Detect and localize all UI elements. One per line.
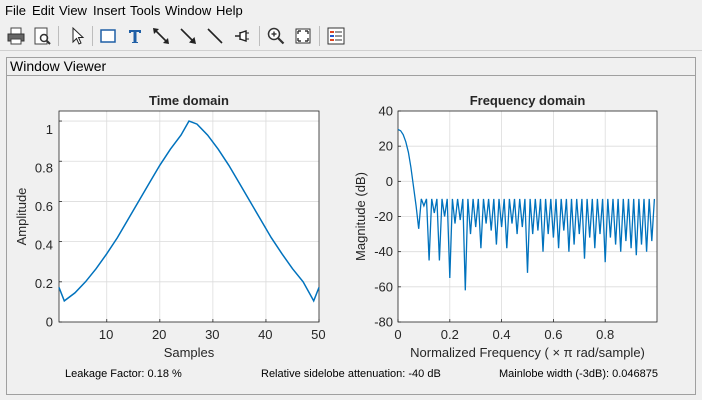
select-pointer-icon[interactable] <box>66 25 88 47</box>
double-arrow-icon[interactable] <box>150 25 172 47</box>
freq-xtick-label: 0.8 <box>596 327 614 342</box>
rectangle-icon[interactable] <box>97 25 119 47</box>
time-ytick-label: 1 <box>46 122 53 137</box>
time-domain-axes[interactable]: 10 20 30 40 50 0 0.2 0.4 0.6 0.8 1 Time … <box>14 93 326 360</box>
panel-title: Window Viewer <box>10 58 107 74</box>
panel-header: Window Viewer <box>7 58 695 76</box>
time-ylabel: Amplitude <box>14 188 29 246</box>
time-xtick-label: 40 <box>258 327 272 342</box>
menu-window[interactable]: Window <box>165 3 212 18</box>
freq-plot-title: Frequency domain <box>470 93 586 108</box>
leakage-factor-text: Leakage Factor: 0.18 % <box>65 368 182 380</box>
time-xtick-label: 50 <box>311 327 325 342</box>
mainlobe-width-text: Mainlobe width (-3dB): 0.046875 <box>499 368 658 380</box>
time-xlabel: Samples <box>164 345 215 360</box>
freq-xtick-label: 0.4 <box>493 327 511 342</box>
freq-xtick-label: 0.2 <box>441 327 459 342</box>
freq-series-line <box>397 128 656 291</box>
time-plot-title: Time domain <box>149 93 229 108</box>
freq-xtick-label: 0.6 <box>544 327 562 342</box>
frequency-domain-axes[interactable]: 0 0.2 0.4 0.6 0.8 40 20 0 -20 -40 -60 -8… <box>353 93 658 360</box>
time-xtick-label: 30 <box>205 327 219 342</box>
legend-icon[interactable] <box>325 25 347 47</box>
menu-file[interactable]: File <box>5 3 26 18</box>
freq-xlabel: Normalized Frequency ( × π rad/sample) <box>410 345 645 360</box>
toolbar-separator <box>92 26 93 46</box>
time-ytick-label: 0.2 <box>35 276 53 291</box>
time-xtick-label: 10 <box>99 327 113 342</box>
print-preview-icon[interactable] <box>31 25 53 47</box>
menu-insert[interactable]: Insert <box>93 3 126 18</box>
text-icon[interactable] <box>124 25 146 47</box>
toolbar-separator <box>259 26 260 46</box>
pin-icon[interactable] <box>231 25 253 47</box>
toolbar-separator <box>58 26 59 46</box>
toolbar <box>0 22 702 51</box>
time-ytick-label: 0.8 <box>35 161 53 176</box>
freq-ytick-label: -20 <box>374 209 393 224</box>
time-ytick-label: 0.4 <box>35 238 53 253</box>
time-axes-box <box>58 110 320 323</box>
time-ytick-label: 0.6 <box>35 199 53 214</box>
time-xtick-label: 20 <box>152 327 166 342</box>
fit-view-icon[interactable] <box>292 25 314 47</box>
freq-ylabel: Magnitude (dB) <box>353 172 368 261</box>
menu-edit[interactable]: Edit <box>32 3 55 18</box>
arrow-icon[interactable] <box>177 25 199 47</box>
freq-ytick-label: -40 <box>374 244 393 259</box>
freq-xtick-label: 0 <box>394 327 401 342</box>
menu-bar: File Edit View Insert Tools Window Help <box>0 0 702 21</box>
freq-ticks <box>397 110 606 323</box>
freq-ytick-label: -60 <box>374 279 393 294</box>
menu-tools[interactable]: Tools <box>130 3 161 18</box>
time-series-line <box>58 120 320 303</box>
menu-view[interactable]: View <box>59 3 87 18</box>
freq-ytick-label: 20 <box>379 139 393 154</box>
time-ticks <box>59 120 320 323</box>
line-icon[interactable] <box>204 25 226 47</box>
freq-ytick-label: 0 <box>386 174 393 189</box>
freq-ytick-label: -80 <box>374 315 393 330</box>
menu-help[interactable]: Help <box>216 3 243 18</box>
time-ytick-label: 0 <box>46 315 53 330</box>
zoom-in-icon[interactable] <box>265 25 287 47</box>
print-icon[interactable] <box>5 25 27 47</box>
freq-ytick-label: 40 <box>379 104 393 119</box>
sidelobe-attenuation-text: Relative sidelobe attenuation: -40 dB <box>261 368 441 380</box>
time-plot-area[interactable] <box>59 111 319 322</box>
toolbar-separator <box>319 26 320 46</box>
